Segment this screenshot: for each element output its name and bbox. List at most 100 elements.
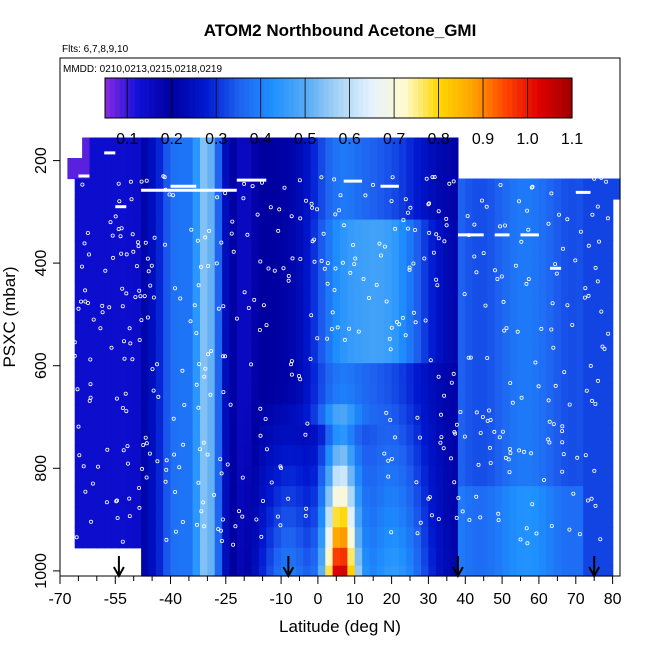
heatmap-cell	[273, 445, 282, 467]
heatmap-cell	[200, 199, 208, 221]
heatmap-cell	[443, 158, 452, 180]
heatmap-cell	[258, 322, 267, 344]
heatmap-cell	[222, 527, 231, 549]
heatmap-cell	[516, 363, 525, 385]
track-marker	[560, 429, 565, 434]
heatmap-cell	[384, 445, 393, 467]
track-marker	[497, 224, 502, 229]
heatmap-cell	[207, 363, 216, 385]
heatmap-cell	[126, 199, 135, 221]
heatmap-cell	[170, 240, 179, 262]
heatmap-cell	[251, 445, 260, 467]
heatmap-cell	[435, 301, 444, 323]
heatmap-cell	[89, 219, 98, 241]
heatmap-cell	[443, 424, 452, 446]
heatmap-cell	[214, 137, 223, 159]
heatmap-cell	[553, 178, 562, 200]
heatmap-cell	[229, 465, 238, 487]
heatmap-cell	[340, 301, 348, 323]
heatmap-cell	[347, 383, 356, 405]
heatmap-cell	[126, 219, 135, 241]
heatmap-cell	[472, 404, 481, 426]
track-marker	[121, 448, 126, 453]
heatmap-cell	[192, 445, 201, 467]
heatmap-cell	[398, 565, 407, 577]
heatmap-cell	[561, 565, 570, 577]
track-marker	[394, 319, 399, 324]
heatmap-cell	[310, 178, 319, 200]
track-marker	[502, 223, 507, 228]
heatmap-cell	[561, 445, 570, 467]
colorbar-swatch	[179, 78, 186, 118]
track-marker	[401, 217, 406, 222]
heatmap-cell	[568, 199, 577, 221]
heatmap-cell	[133, 158, 142, 180]
heatmap-cell	[472, 445, 481, 467]
heatmap-cell	[340, 547, 348, 567]
track-marker	[508, 450, 513, 455]
heatmap-cell	[487, 404, 496, 426]
heatmap-cell	[553, 219, 562, 241]
track-marker	[228, 402, 233, 407]
heatmap-cell	[96, 486, 105, 508]
heatmap-cell	[317, 465, 326, 487]
heatmap-cell	[502, 219, 511, 241]
heatmap-cell	[266, 424, 275, 446]
heatmap-cell	[317, 445, 326, 467]
heatmap-cell	[553, 281, 562, 303]
heatmap-cell	[170, 281, 179, 303]
track-marker	[151, 295, 156, 300]
heatmap-cell	[487, 178, 496, 200]
track-marker	[258, 433, 263, 438]
colorbar-swatch	[184, 78, 191, 118]
heatmap-cell	[406, 565, 415, 577]
heatmap-cell	[384, 199, 393, 221]
heatmap-cell	[104, 383, 113, 405]
heatmap-cell	[575, 445, 584, 467]
heatmap-cell	[384, 506, 393, 528]
heatmap-cell	[251, 260, 260, 282]
heatmap-cell	[200, 424, 208, 446]
heatmap-cell	[509, 547, 518, 567]
heatmap-cell	[376, 322, 385, 344]
heatmap-cell	[126, 424, 135, 446]
heatmap-cell	[266, 199, 275, 221]
heatmap-cell	[487, 565, 496, 577]
heatmap-cell	[185, 322, 194, 344]
colorbar-swatch	[338, 78, 345, 118]
heatmap-cell	[384, 301, 393, 323]
heatmap-cell	[207, 199, 216, 221]
colorbar-swatch	[239, 78, 245, 118]
track-marker	[449, 380, 454, 385]
track-marker	[218, 457, 223, 462]
heatmap-cell	[487, 363, 496, 385]
heatmap-cell	[450, 199, 459, 221]
heatmap-cell	[104, 322, 113, 344]
heatmap-cell	[347, 527, 356, 549]
heatmap-cell	[457, 486, 466, 508]
heatmap-cell	[118, 281, 127, 303]
heatmap-cell	[74, 281, 83, 303]
colorbar-swatch	[388, 78, 394, 118]
heatmap-cell	[192, 424, 201, 446]
heatmap-cell	[465, 363, 474, 385]
heatmap-cell	[163, 383, 172, 405]
heatmap-cell	[104, 445, 113, 467]
colorbar-swatch	[224, 78, 230, 118]
track-marker	[77, 453, 82, 458]
heatmap-cell	[200, 301, 208, 323]
track-marker	[173, 489, 178, 494]
track-marker	[310, 239, 315, 244]
heatmap-cell	[148, 322, 157, 344]
heatmap-cell	[310, 404, 319, 426]
track-marker	[363, 193, 368, 198]
heatmap-cell	[502, 301, 511, 323]
track-marker	[296, 373, 301, 378]
heatmap-cell	[185, 342, 194, 364]
heatmap-cell	[332, 363, 341, 385]
heatmap-cell	[457, 445, 466, 467]
track-marker	[378, 253, 383, 258]
heatmap-cell	[421, 486, 430, 508]
track-marker	[170, 193, 175, 198]
track-marker	[207, 228, 212, 233]
